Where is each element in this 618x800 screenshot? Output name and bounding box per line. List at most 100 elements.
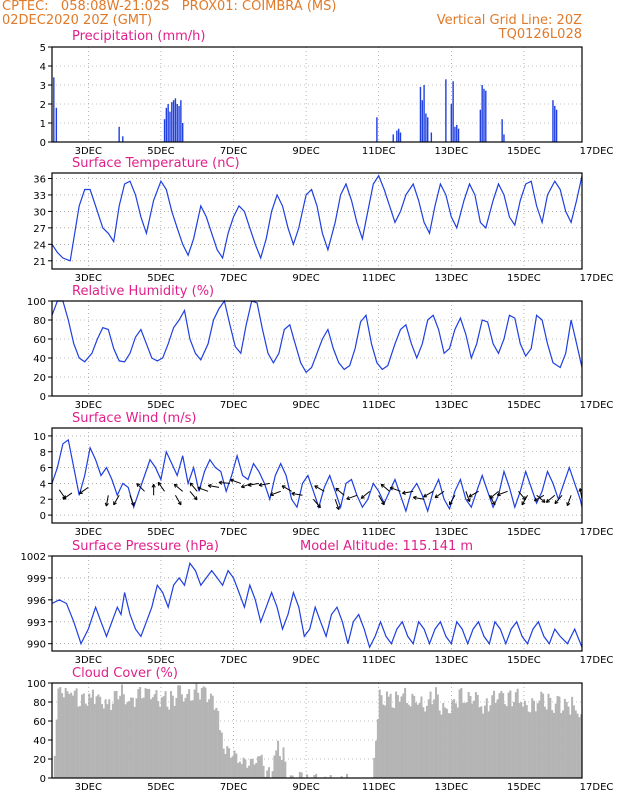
cloud-bar	[64, 687, 67, 778]
wind-vector	[534, 494, 545, 502]
cloud-bar	[162, 696, 165, 778]
cloud-bar	[373, 757, 376, 778]
cloud-bar	[424, 711, 427, 778]
cloud-bar	[552, 712, 555, 778]
cloud-bar	[522, 706, 525, 778]
precip-x-tick-label: 3DEC	[75, 146, 102, 157]
humidity-y-tick-label: 40	[33, 354, 46, 365]
cloud-bar	[97, 694, 100, 778]
cloud-y-tick-label: 100	[27, 679, 46, 690]
cloud-bar	[580, 714, 583, 778]
wind-vector	[258, 482, 270, 486]
temp-y-tick-label: 24	[33, 240, 46, 251]
wind-vector-head	[113, 501, 117, 506]
cloud-bar	[547, 693, 550, 778]
precip-title: Precipitation (mm/h)	[72, 29, 206, 44]
precip-bar	[376, 117, 378, 142]
cloud-bar	[171, 695, 174, 778]
temp-x-tick-label: 15DEC	[507, 273, 541, 284]
wind-vector-head	[566, 502, 571, 507]
wind-vector	[218, 481, 230, 484]
cloud-bar	[500, 690, 503, 778]
humidity-x-tick-label: 15DEC	[507, 400, 541, 411]
wind-vector-head	[104, 502, 109, 507]
altitude-annotation: Model Altitude: 115.141 m	[300, 539, 474, 554]
cloud-bar	[340, 776, 343, 778]
precip-x-tick-label: 17DEC	[580, 146, 614, 157]
cloud-bar	[59, 687, 62, 778]
cloud-bar	[324, 776, 327, 778]
cloud-bar	[117, 699, 120, 778]
cloud-bar	[248, 765, 251, 778]
precip-bar	[397, 128, 400, 142]
cloud-bar	[427, 699, 430, 778]
cloud-bar	[346, 773, 349, 778]
temp-y-tick-label: 27	[33, 224, 46, 235]
wind-vector-head	[521, 501, 526, 506]
precip-bar	[122, 136, 124, 142]
precip-panel-frame	[51, 46, 583, 143]
precip-bar	[457, 128, 460, 142]
cloud-bar	[474, 692, 477, 778]
cloud-bar	[440, 714, 443, 778]
cloud-bar	[199, 699, 202, 778]
cloud-bar	[255, 762, 258, 778]
cloud-bar	[57, 688, 60, 778]
wind-vector-head	[230, 478, 234, 483]
cloud-y-tick-label: 60	[33, 717, 46, 728]
cloud-bar	[150, 699, 153, 778]
cloud-bar	[420, 696, 423, 778]
precip-bar	[555, 109, 558, 142]
cloud-bar	[514, 692, 517, 778]
pressure-x-tick-label: 15DEC	[507, 655, 541, 666]
wind-vector	[174, 495, 182, 506]
pressure-y-tick-label: 990	[27, 640, 46, 651]
precip-y-tick-label: 1	[40, 119, 46, 130]
cloud-bar	[376, 719, 379, 778]
cloud-x-tick-label: 7DEC	[220, 782, 247, 793]
cloud-bar	[184, 697, 187, 778]
precip-bar	[163, 119, 166, 142]
cloud-bar	[224, 754, 227, 778]
cloud-bar	[233, 750, 236, 778]
wind-vector-head	[240, 484, 245, 489]
cloud-bar	[409, 706, 412, 778]
wind-vector-head	[533, 497, 538, 502]
cloud-bar	[62, 697, 65, 778]
cloud-bar	[400, 696, 403, 778]
cloud-bar	[104, 699, 107, 778]
cloud-bar	[329, 775, 332, 778]
pressure-y-tick-label: 999	[27, 574, 46, 585]
precip-bar	[419, 86, 422, 142]
cloud-x-tick-label: 11DEC	[362, 782, 396, 793]
cloud-bar	[175, 697, 178, 778]
cloud-bar	[491, 695, 494, 778]
cloud-bar	[507, 692, 510, 778]
cloud-bar	[106, 704, 109, 778]
temp-x-tick-label: 13DEC	[434, 273, 468, 284]
cloud-bar	[458, 689, 461, 778]
wind-vector-head	[541, 498, 546, 503]
cloud-bar	[569, 714, 572, 778]
temp-series-line	[51, 174, 583, 262]
precip-bar	[454, 126, 456, 142]
cloud-x-tick-label: 17DEC	[580, 782, 614, 793]
cloud-bar	[565, 701, 568, 778]
wind-vector-head	[434, 494, 439, 499]
cloud-bar	[155, 690, 158, 778]
cloud-bar	[148, 689, 151, 778]
cloud-bar	[464, 703, 467, 778]
cloud-bar	[146, 688, 149, 778]
wind-vector-head	[193, 496, 198, 501]
cloud-bar	[487, 711, 490, 778]
cloud-bar	[137, 689, 140, 778]
wind-vector	[536, 494, 546, 503]
cloud-bar	[244, 759, 247, 778]
cloud-bar	[200, 688, 203, 778]
cloud-bar	[473, 700, 476, 778]
cloud-bar	[434, 687, 437, 778]
precip-bar	[167, 104, 169, 142]
wind-vector-head	[316, 504, 321, 509]
cloud-bar	[545, 709, 548, 778]
cloud-bar	[532, 700, 536, 778]
